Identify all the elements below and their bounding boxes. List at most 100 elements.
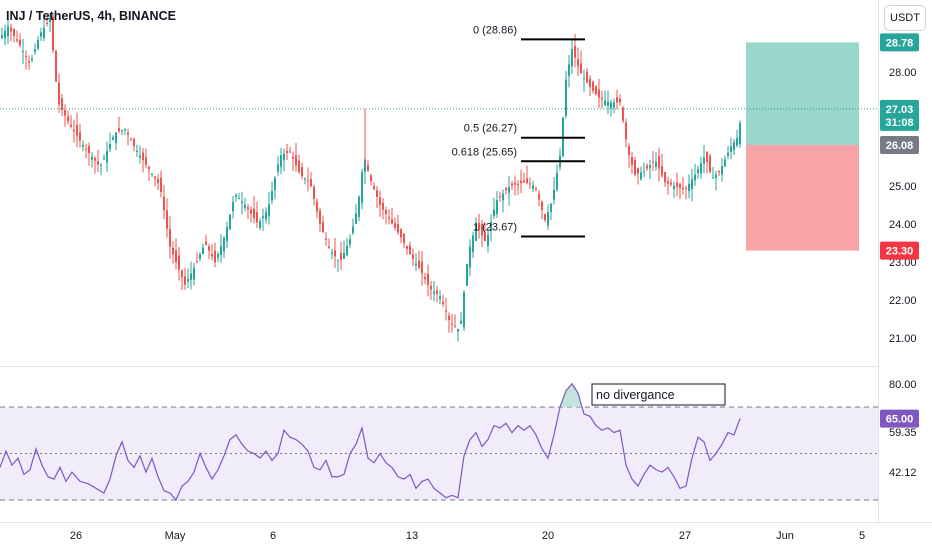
candle-body <box>562 117 564 156</box>
candle <box>730 137 732 160</box>
candle-body <box>283 154 285 161</box>
rsi-pane[interactable]: no divergance <box>0 382 878 502</box>
candle-body <box>280 155 282 167</box>
candle-body <box>652 161 654 163</box>
candle <box>604 90 606 107</box>
candle <box>481 219 483 248</box>
candle-body <box>337 259 339 261</box>
candle <box>229 214 231 231</box>
candle-body <box>409 245 411 255</box>
candle <box>145 148 147 169</box>
candle-body <box>79 132 81 141</box>
price-tick-label: 21.00 <box>889 333 917 345</box>
candle-body <box>190 273 192 280</box>
candle-body <box>199 254 201 259</box>
candle <box>346 237 348 257</box>
candle-body <box>517 183 519 185</box>
candle-body <box>502 193 504 201</box>
candle-body <box>520 180 522 184</box>
candle <box>322 215 324 234</box>
candle-body <box>619 98 621 103</box>
candle-body <box>211 254 213 257</box>
candle <box>283 148 285 172</box>
candle <box>631 151 633 174</box>
candle <box>133 137 135 152</box>
candle-body <box>661 166 663 176</box>
candle-body <box>196 261 198 263</box>
candle <box>100 163 102 176</box>
candle <box>349 234 351 249</box>
candle <box>292 151 294 171</box>
time-tick-label: 26 <box>70 530 82 542</box>
candle-body <box>403 233 405 243</box>
candle-body <box>391 219 393 224</box>
candle <box>703 144 705 174</box>
candle <box>49 13 51 33</box>
candle-body <box>535 188 537 190</box>
candle-body <box>592 81 594 91</box>
candle-body <box>151 173 153 175</box>
candle-body <box>127 132 129 135</box>
candle <box>109 132 111 152</box>
candle <box>586 68 588 84</box>
candle <box>343 240 345 260</box>
time-tick-label: 13 <box>406 530 418 542</box>
currency-button[interactable]: USDT <box>884 5 926 31</box>
time-tick-label: May <box>165 530 186 542</box>
candle-body <box>325 238 327 240</box>
candle <box>70 115 72 129</box>
candle <box>25 50 27 70</box>
price-pane[interactable]: 0 (28.86) 0.5 (26.27) 0.618 (25.65) 1 (23.6… <box>0 13 878 342</box>
candle <box>115 132 117 151</box>
candle-body <box>166 210 168 229</box>
candle <box>577 47 579 76</box>
candle <box>127 128 129 146</box>
candle-body <box>43 27 45 39</box>
candle <box>265 207 267 224</box>
candle-body <box>382 202 384 210</box>
candle-body <box>595 86 597 95</box>
price-tick-label: 23.00 <box>889 257 917 269</box>
candle-body <box>496 200 498 214</box>
rsi-tick-label: 59.35 <box>889 427 917 439</box>
fib-level-label: 0.618 (25.65) <box>452 146 517 158</box>
candle-body <box>586 71 588 83</box>
candle-body <box>370 175 372 182</box>
candle <box>178 247 180 281</box>
candle-body <box>607 101 609 106</box>
rsi-line <box>0 382 741 502</box>
candle <box>139 145 141 164</box>
candle <box>82 140 84 152</box>
candle-body <box>31 58 33 61</box>
candle-body <box>385 210 387 215</box>
candle <box>268 192 270 225</box>
candle <box>721 158 723 182</box>
symbol-title: INJ / TetherUS, 4h, BINANCE <box>6 9 176 23</box>
candle <box>217 251 219 263</box>
candle <box>679 182 681 200</box>
candle <box>439 290 441 305</box>
candle <box>256 201 258 229</box>
candle <box>400 227 402 244</box>
candle-body <box>7 26 9 37</box>
rsi-value-badge <box>880 409 919 428</box>
candle <box>388 209 390 225</box>
candle-body <box>358 196 360 217</box>
candle <box>727 146 729 160</box>
candle-body <box>394 223 396 228</box>
candle-body <box>16 39 18 41</box>
candle <box>94 156 96 174</box>
candle <box>37 35 39 51</box>
stop-price-badge-bg <box>880 241 919 260</box>
candle-body <box>268 204 270 217</box>
candle <box>286 143 288 160</box>
candle-body <box>373 186 375 190</box>
candle <box>700 156 702 179</box>
candle-body <box>322 221 324 232</box>
candle-body <box>421 261 423 274</box>
candle <box>208 243 210 260</box>
time-tick-label: 5 <box>859 530 865 542</box>
candle <box>559 148 561 171</box>
candle-body <box>721 166 723 175</box>
